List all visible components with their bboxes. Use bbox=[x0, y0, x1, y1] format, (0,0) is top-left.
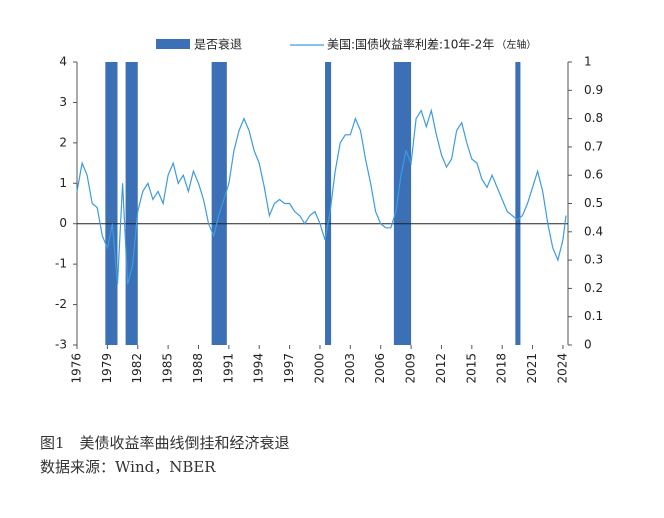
x-tick-label: 1985 bbox=[161, 353, 175, 384]
y-tick-label: 4 bbox=[59, 55, 67, 69]
legend-label: 是否衰退 bbox=[194, 37, 242, 52]
x-tick-label: 1991 bbox=[221, 353, 235, 384]
y2-tick-label: 0.3 bbox=[584, 253, 603, 267]
y2-tick-label: 1 bbox=[584, 55, 592, 69]
legend-note: （左轴） bbox=[496, 38, 536, 51]
y2-tick-label: 0.6 bbox=[584, 168, 603, 182]
caption: 图1 美债收益率曲线倒挂和经济衰退 bbox=[40, 434, 290, 452]
x-tick-label: 1979 bbox=[100, 353, 114, 384]
y2-tick-label: 0.4 bbox=[584, 224, 603, 238]
x-tick-label: 1997 bbox=[282, 353, 296, 384]
y-tick-label: -3 bbox=[55, 338, 67, 352]
y-tick-label: 3 bbox=[59, 95, 67, 109]
x-tick-label: 2018 bbox=[495, 353, 509, 384]
x-tick-label: 2015 bbox=[464, 353, 478, 384]
y-tick-label: -2 bbox=[55, 297, 67, 311]
y2-tick-label: 0 bbox=[584, 338, 592, 352]
x-tick-label: 2003 bbox=[343, 353, 357, 384]
y2-tick-label: 0.5 bbox=[584, 196, 603, 210]
recession-bar bbox=[393, 62, 412, 345]
x-tick-label: 2024 bbox=[555, 353, 569, 384]
y-tick-label: -1 bbox=[55, 257, 67, 271]
x-tick-label: 2012 bbox=[434, 353, 448, 384]
legend-swatch bbox=[156, 39, 190, 49]
y2-tick-label: 0.8 bbox=[584, 111, 603, 125]
y-tick-label: 2 bbox=[59, 135, 67, 149]
recession-bar bbox=[325, 62, 332, 345]
recession-bar bbox=[515, 62, 521, 345]
x-tick-label: 1982 bbox=[130, 353, 144, 384]
y2-tick-label: 0.1 bbox=[584, 309, 603, 323]
recession-bar bbox=[211, 62, 227, 345]
x-tick-label: 1988 bbox=[191, 353, 205, 384]
x-tick-label: 2021 bbox=[525, 353, 539, 384]
x-tick-label: 2006 bbox=[373, 353, 387, 384]
spread-line bbox=[76, 108, 567, 285]
x-tick-label: 1994 bbox=[252, 353, 266, 384]
x-tick-label: 1976 bbox=[70, 353, 84, 384]
x-tick-label: 2009 bbox=[404, 353, 418, 384]
y-tick-label: 1 bbox=[59, 176, 67, 190]
y2-tick-label: 0.9 bbox=[584, 83, 603, 97]
recession-bar bbox=[125, 62, 138, 345]
y2-tick-label: 0.2 bbox=[584, 281, 603, 295]
recession-bar bbox=[105, 62, 118, 345]
x-tick-label: 2000 bbox=[312, 353, 326, 384]
y-tick-label: 0 bbox=[59, 216, 67, 230]
source: 数据来源：Wind，NBER bbox=[40, 458, 216, 476]
legend-label: 美国:国债收益率利差:10年-2年 bbox=[327, 37, 494, 52]
y2-tick-label: 0.7 bbox=[584, 139, 603, 153]
